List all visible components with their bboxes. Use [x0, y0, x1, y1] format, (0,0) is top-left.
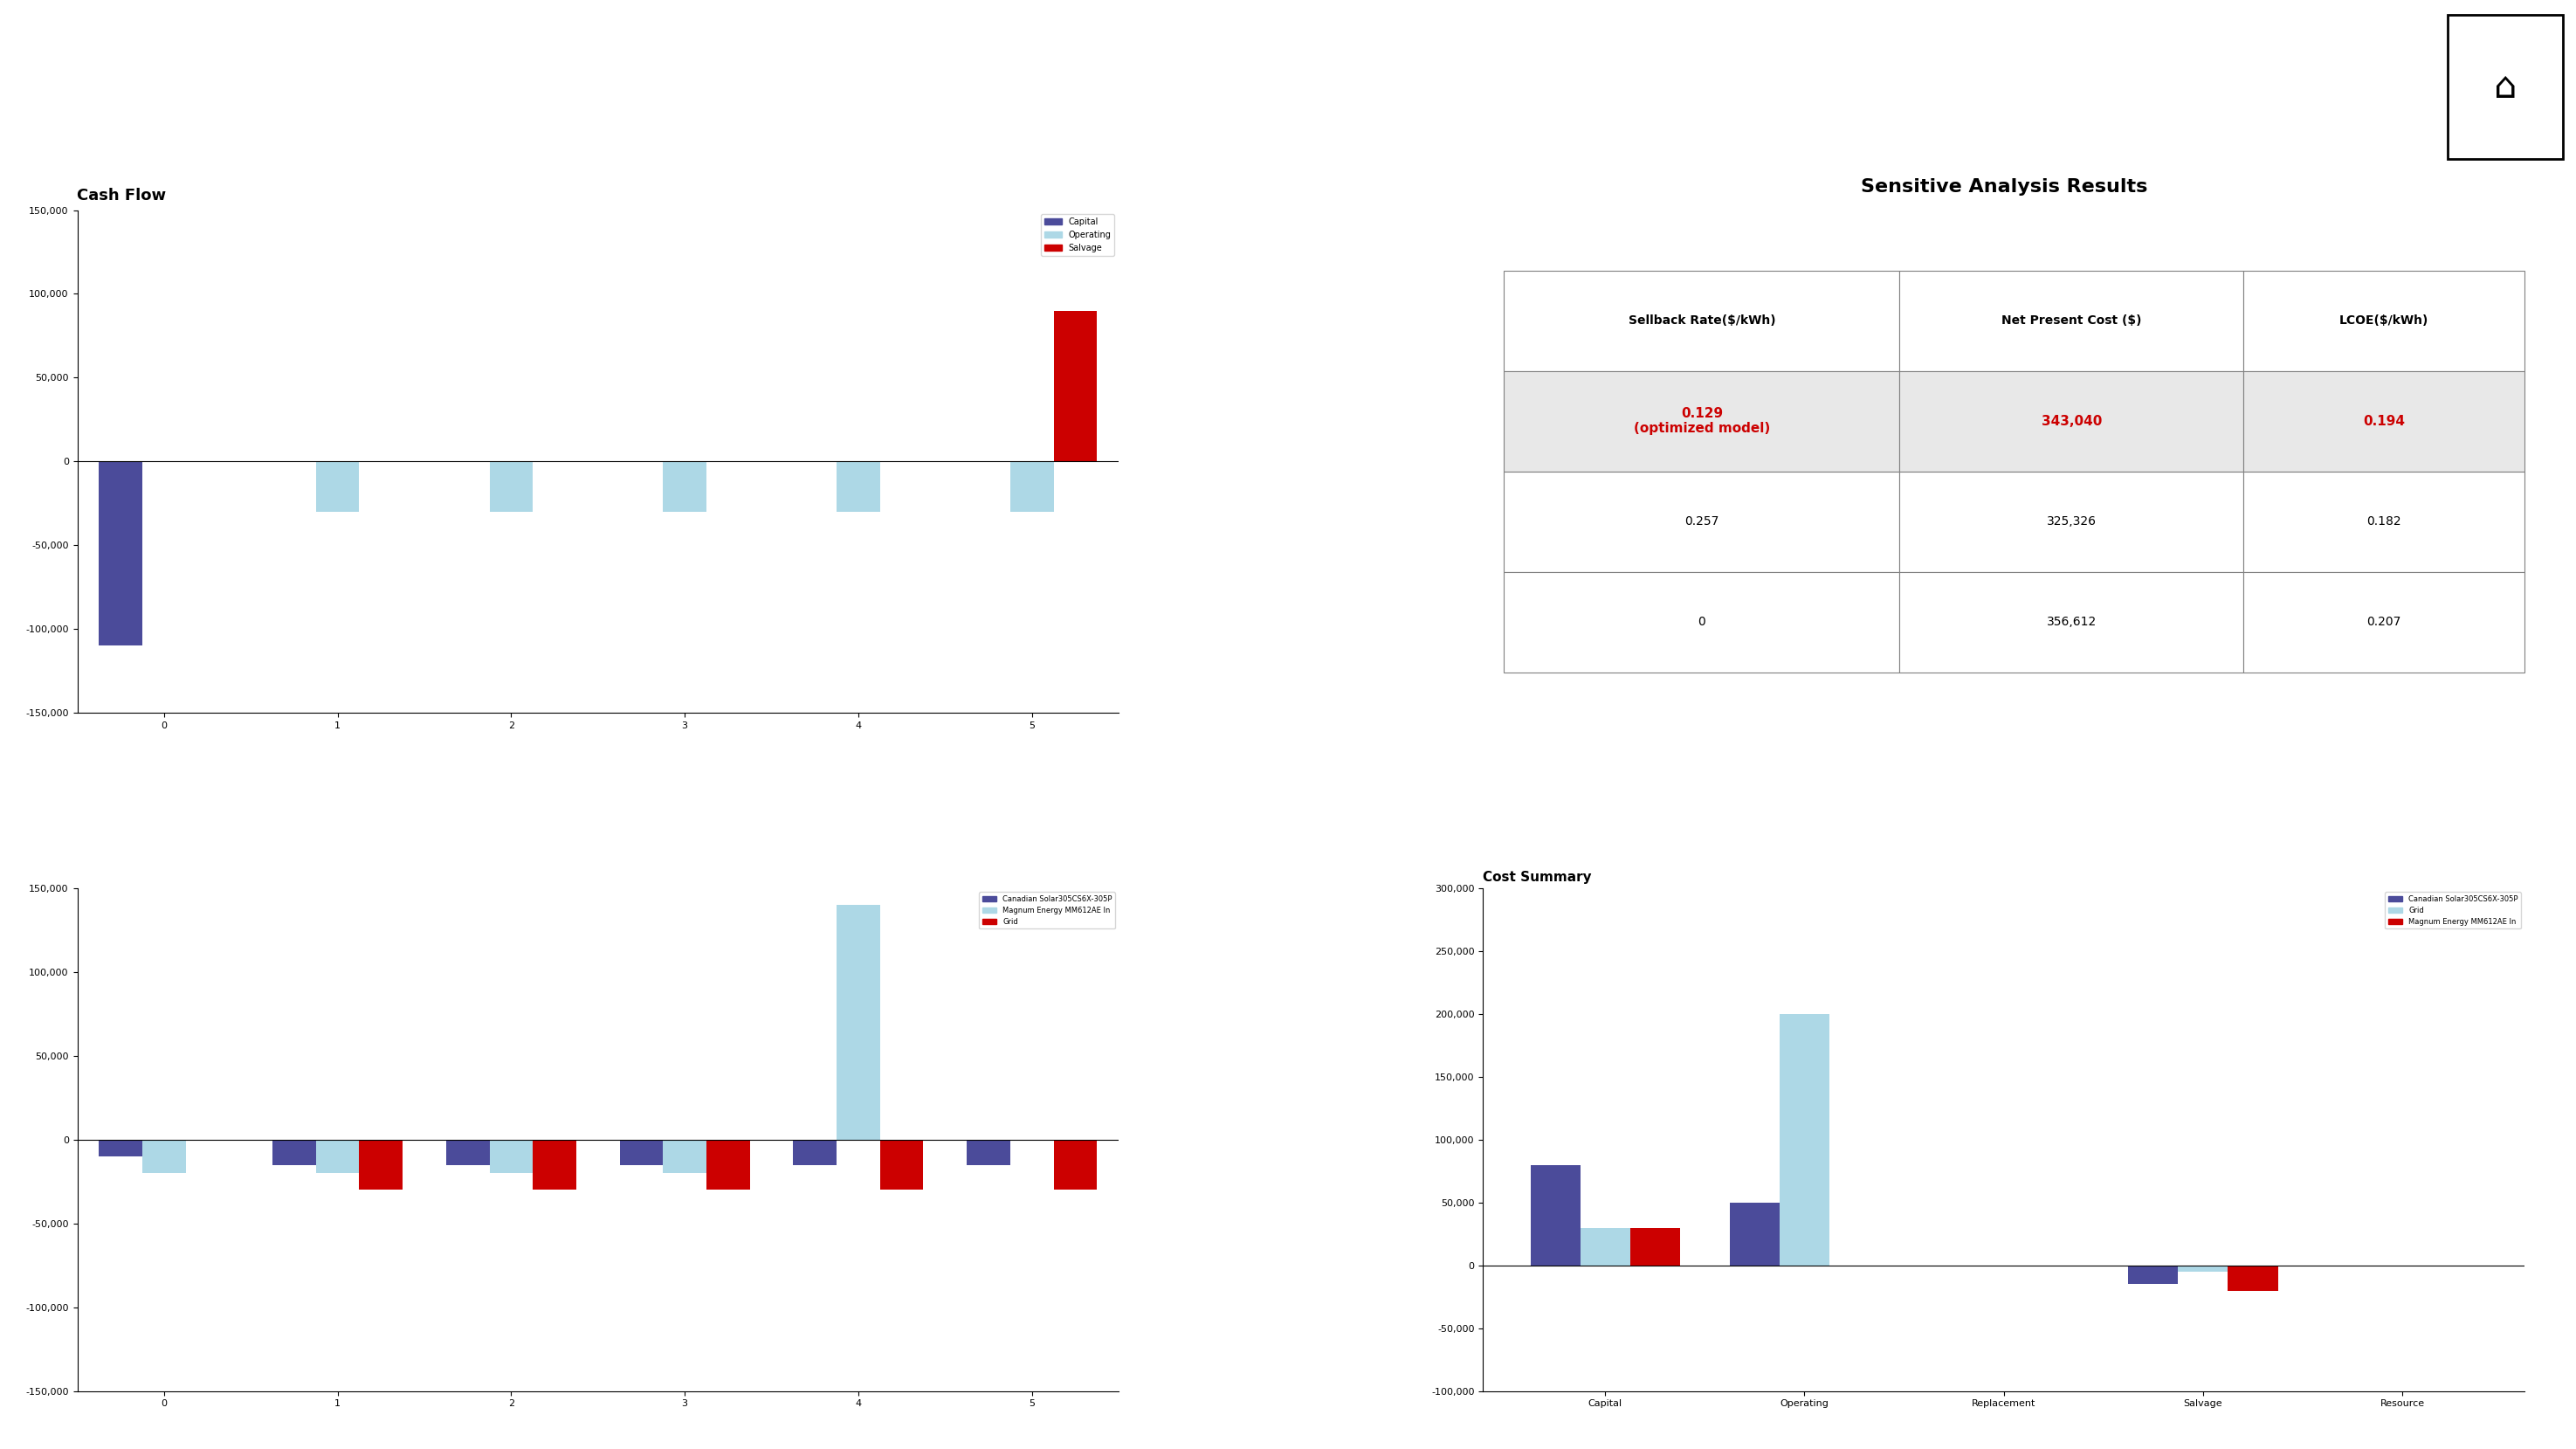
Text: LCOE($/kWh): LCOE($/kWh) — [2339, 314, 2429, 327]
Text: 0.129
(optimized model): 0.129 (optimized model) — [1633, 407, 1770, 435]
Bar — [1631, 1227, 1680, 1265]
FancyBboxPatch shape — [1899, 572, 2244, 672]
Bar — [489, 461, 533, 511]
FancyBboxPatch shape — [2244, 572, 2524, 672]
Bar — [98, 461, 142, 646]
Text: 343,040: 343,040 — [2040, 414, 2102, 427]
Text: 0.257: 0.257 — [1685, 516, 1718, 527]
Bar — [98, 1140, 142, 1156]
Bar — [966, 1140, 1010, 1165]
Legend: Canadian Solar305CS6X-305P, Grid, Magnum Energy MM612AE In: Canadian Solar305CS6X-305P, Grid, Magnum… — [2385, 893, 2522, 929]
Bar — [881, 1140, 922, 1190]
Bar — [2228, 1265, 2277, 1291]
FancyBboxPatch shape — [1504, 271, 1899, 371]
FancyBboxPatch shape — [1504, 572, 1899, 672]
FancyBboxPatch shape — [1899, 371, 2244, 471]
FancyBboxPatch shape — [1504, 471, 1899, 572]
Text: Microgrid Model: Microgrid Model — [1154, 71, 1422, 103]
Text: Cost Summary: Cost Summary — [1484, 871, 1592, 884]
Bar — [662, 461, 706, 511]
FancyBboxPatch shape — [1504, 371, 1899, 471]
Bar — [621, 1140, 662, 1165]
Bar — [706, 1140, 750, 1190]
Bar — [793, 1140, 837, 1165]
FancyBboxPatch shape — [2244, 471, 2524, 572]
Text: 0: 0 — [1698, 616, 1705, 629]
Bar — [837, 461, 881, 511]
Text: 356,612: 356,612 — [2045, 616, 2097, 629]
Bar — [317, 461, 358, 511]
Bar — [1579, 1227, 1631, 1265]
Bar — [662, 1140, 706, 1174]
Legend: Canadian Solar305CS6X-305P, Magnum Energy MM612AE In, Grid: Canadian Solar305CS6X-305P, Magnum Energ… — [979, 893, 1115, 929]
Text: Sellback Rate($/kWh): Sellback Rate($/kWh) — [1628, 314, 1775, 327]
Bar — [489, 1140, 533, 1174]
FancyBboxPatch shape — [2244, 371, 2524, 471]
Bar — [1780, 1014, 1829, 1265]
Text: MIT
ENERGY
HACK: MIT ENERGY HACK — [103, 51, 201, 123]
Bar — [446, 1140, 489, 1165]
FancyBboxPatch shape — [2244, 271, 2524, 371]
Text: 0.194: 0.194 — [2362, 414, 2406, 427]
Bar — [1054, 310, 1097, 461]
Title: Sensitive Analysis Results: Sensitive Analysis Results — [1860, 178, 2148, 196]
Bar — [2128, 1265, 2179, 1284]
Bar — [142, 1140, 185, 1174]
Bar — [533, 1140, 577, 1190]
Text: Net Present Cost ($): Net Present Cost ($) — [2002, 314, 2141, 327]
Bar — [837, 906, 881, 1140]
Bar — [1728, 1203, 1780, 1265]
Bar — [2179, 1265, 2228, 1272]
Text: 0.182: 0.182 — [2367, 516, 2401, 527]
Text: 0.207: 0.207 — [2367, 616, 2401, 629]
Bar — [1530, 1165, 1579, 1265]
Bar — [1054, 1140, 1097, 1190]
Legend: Capital, Operating, Salvage: Capital, Operating, Salvage — [1041, 214, 1115, 256]
Bar — [1010, 461, 1054, 511]
Bar — [358, 1140, 402, 1190]
Bar — [273, 1140, 317, 1165]
Text: ⌂: ⌂ — [2494, 68, 2517, 106]
FancyBboxPatch shape — [1899, 471, 2244, 572]
FancyBboxPatch shape — [1899, 271, 2244, 371]
Bar — [317, 1140, 358, 1174]
Text: 325,326: 325,326 — [2045, 516, 2097, 527]
Text: Cash Flow: Cash Flow — [77, 188, 167, 204]
